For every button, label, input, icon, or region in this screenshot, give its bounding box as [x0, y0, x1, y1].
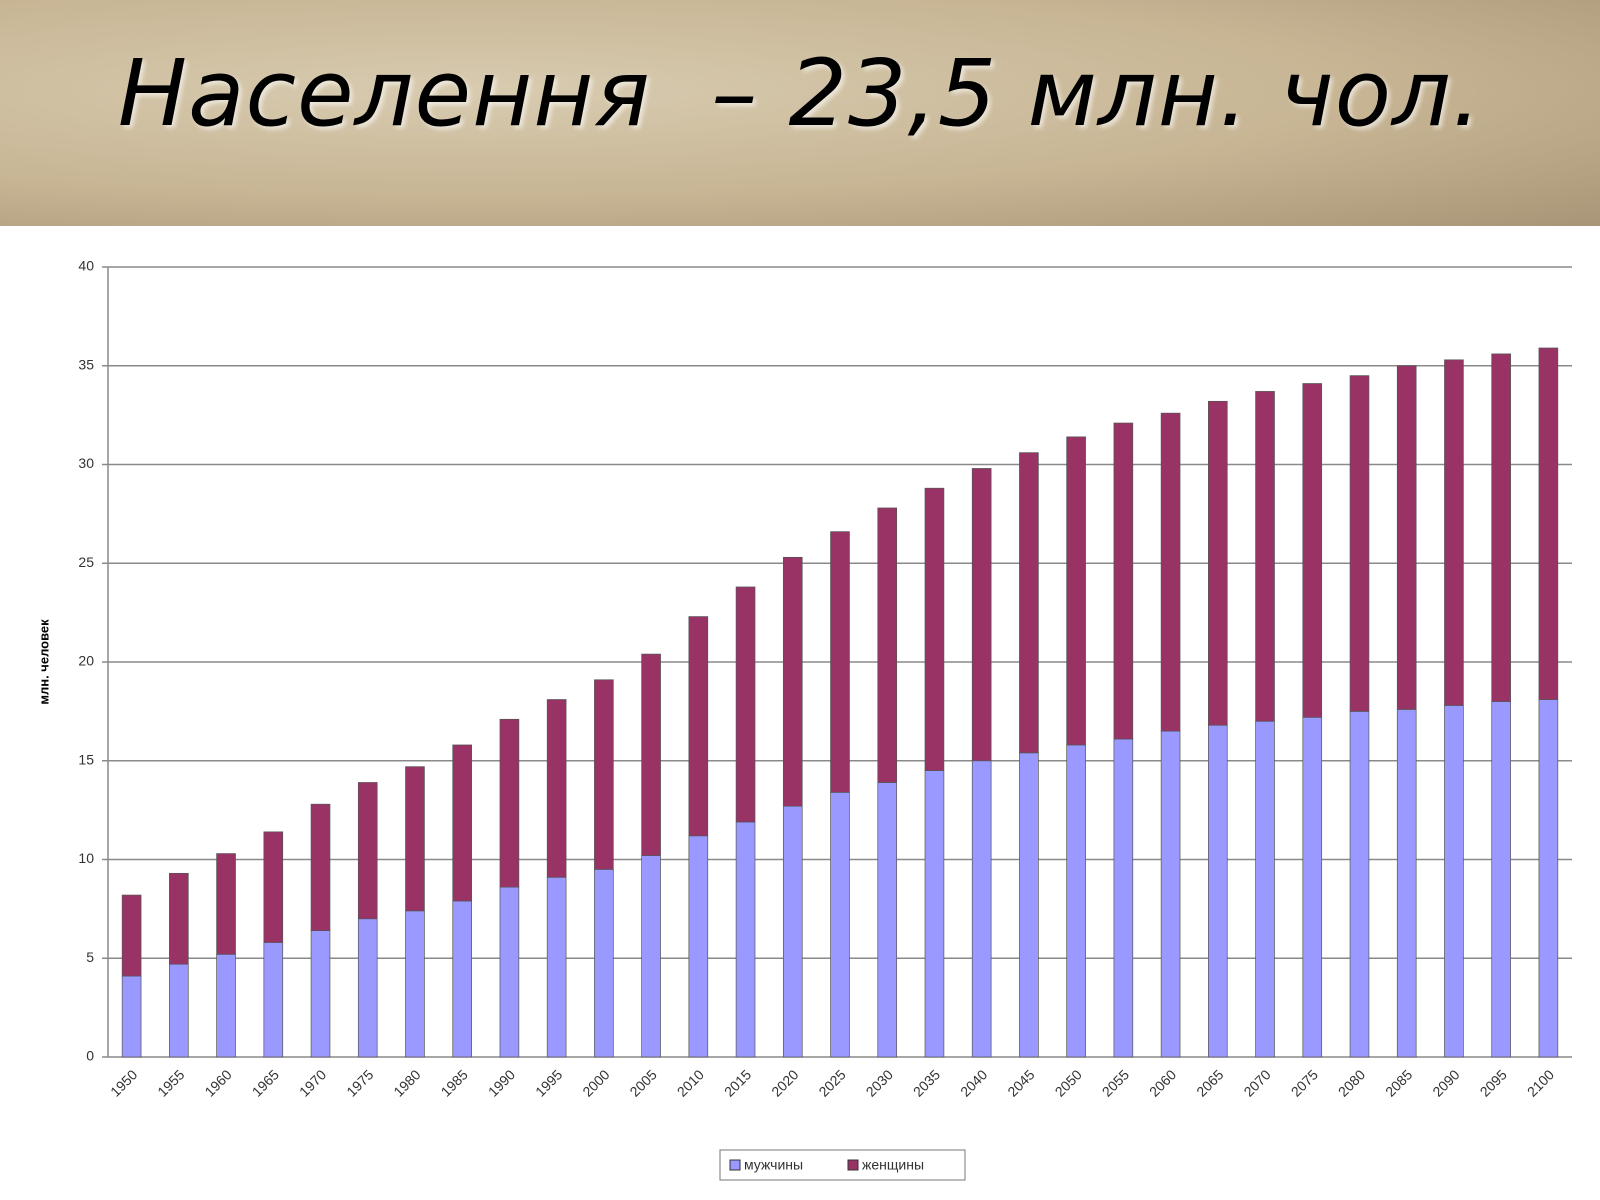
bar-segment [310, 930, 331, 1058]
bar-segment [1538, 699, 1559, 1058]
legend-box [719, 1149, 966, 1181]
bar-segment [782, 805, 803, 1058]
bar-segment [1349, 375, 1370, 712]
bar-segment [782, 556, 803, 807]
bar-segment [1444, 705, 1464, 1058]
y-tick-label: 10 [78, 850, 94, 866]
bar-segment [216, 953, 236, 1058]
bar-segment [1491, 353, 1511, 702]
bar-segment [1066, 744, 1086, 1058]
y-tick-label: 25 [78, 554, 94, 570]
bar-segment [1208, 400, 1228, 726]
bar-segment [405, 766, 425, 912]
bar-segment [1255, 720, 1275, 1058]
bar-segment [688, 616, 709, 837]
bar-segment [1113, 422, 1134, 740]
bar-segment [735, 821, 756, 1058]
bar-segment [1113, 738, 1134, 1058]
bar-segment [877, 782, 898, 1058]
y-tick-label: 0 [86, 1048, 94, 1064]
bar-segment [1019, 752, 1039, 1058]
bar-segment [830, 531, 850, 793]
bar-segment [971, 760, 992, 1058]
y-tick-label: 35 [78, 356, 94, 372]
y-tick-label: 40 [78, 258, 94, 274]
bar-segment [263, 942, 284, 1058]
bar-segment [310, 803, 331, 931]
bar-segment [1208, 724, 1228, 1058]
bar-segment [1019, 452, 1039, 754]
bar-segment [641, 855, 661, 1058]
bar-segment [357, 918, 378, 1058]
y-tick-label: 30 [78, 455, 94, 471]
bar-segment [405, 910, 425, 1058]
bar-segment [1302, 716, 1323, 1058]
y-axis-label: млн. человек [36, 619, 51, 705]
bar-segment [594, 869, 614, 1058]
bar-segment [1538, 347, 1559, 700]
bar-segment [357, 782, 378, 920]
bar-segment [688, 835, 709, 1058]
bar-segment [1396, 709, 1417, 1058]
legend-swatch [847, 1159, 859, 1171]
bar-segment [499, 886, 520, 1058]
bar-segment [452, 900, 472, 1058]
bar-segment [546, 876, 567, 1058]
bar-segment [121, 894, 142, 977]
y-tick-label: 15 [78, 751, 94, 767]
y-tick-label: 5 [86, 949, 94, 965]
bar-segment [1160, 412, 1181, 732]
bar-segment [594, 679, 614, 870]
bar-segment [924, 770, 945, 1058]
bar-segment [546, 699, 567, 878]
bar-segment [1066, 436, 1086, 746]
bar-segment [830, 791, 850, 1058]
bar-segment [452, 744, 472, 902]
bar-segment [1491, 701, 1511, 1058]
bar-segment [1444, 359, 1464, 706]
bar-segment [499, 718, 520, 888]
bar-segment [1396, 365, 1417, 710]
bar-segment [971, 468, 992, 762]
bar-segment [924, 487, 945, 771]
bar-segment [169, 963, 189, 1058]
bar-segment [641, 653, 661, 856]
bar-segment [169, 872, 189, 965]
bar-segment [216, 853, 236, 955]
bar-segment [1255, 391, 1275, 722]
slide-title: Населення – 23,5 млн. чол. [117, 40, 1483, 147]
bar-segment [263, 831, 284, 943]
legend-label: мужчины [744, 1157, 803, 1173]
y-tick-label: 20 [78, 653, 94, 669]
title-banner [0, 0, 1600, 226]
bar-segment [1302, 383, 1323, 718]
bar-segment [121, 975, 142, 1058]
legend-label: женщины [862, 1157, 924, 1173]
bar-segment [735, 586, 756, 823]
bar-segment [1160, 730, 1181, 1058]
bar-segment [1349, 711, 1370, 1058]
legend-swatch [729, 1159, 741, 1171]
bar-segment [877, 507, 898, 783]
